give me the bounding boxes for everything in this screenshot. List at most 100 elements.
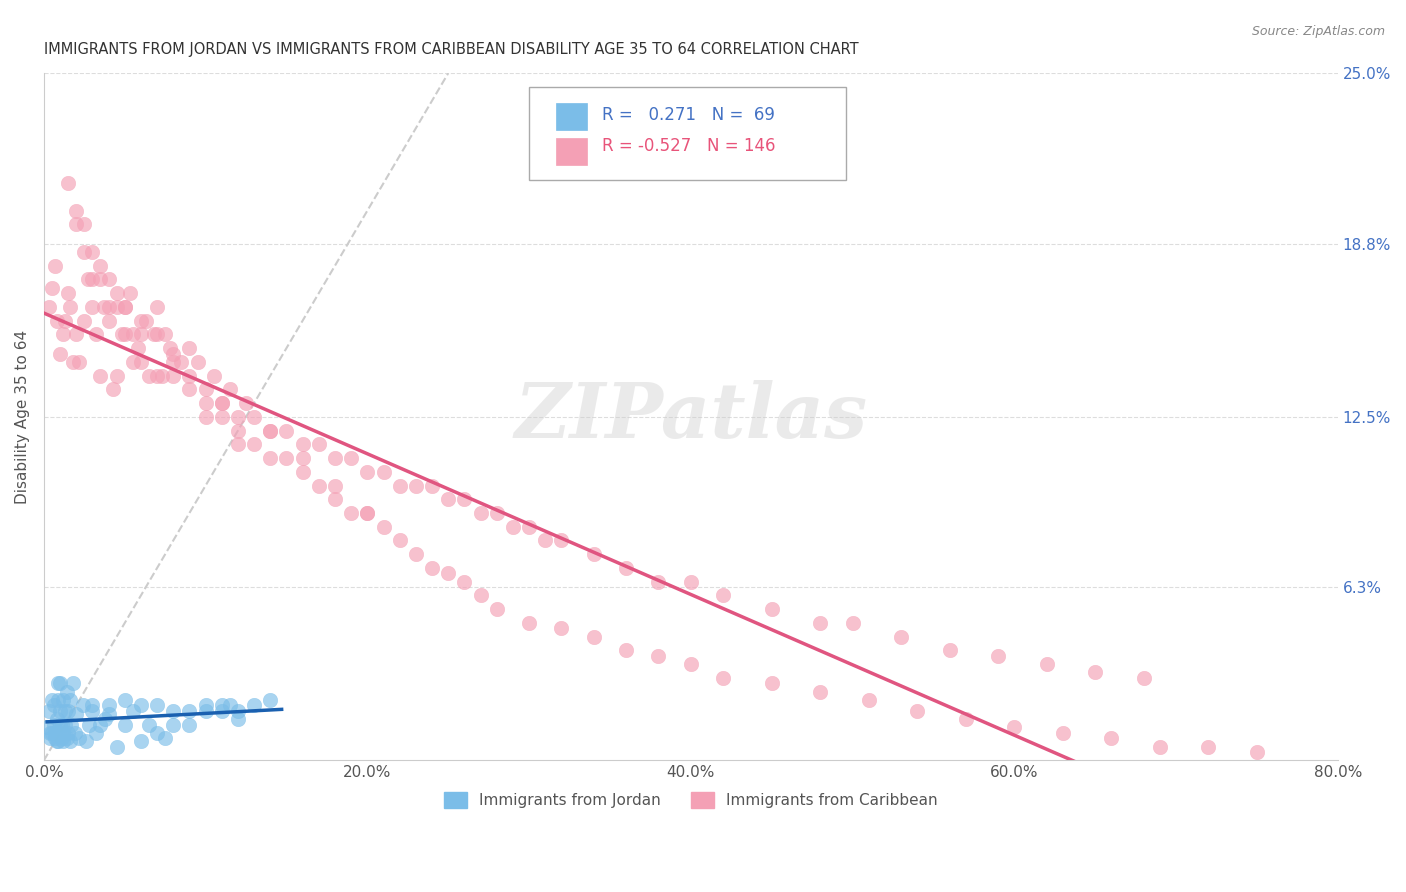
Point — [38, 300, 60, 314]
Point — [955, 712, 977, 726]
Point — [76, 272, 98, 286]
Point — [219, 382, 242, 396]
Point — [44, 726, 66, 740]
Point — [52, 726, 75, 740]
Point — [37, 720, 59, 734]
Point — [105, 739, 128, 754]
Text: Source: ZipAtlas.com: Source: ZipAtlas.com — [1251, 25, 1385, 38]
Point — [49, 346, 72, 360]
Point — [614, 643, 637, 657]
Point — [53, 313, 76, 327]
Point — [63, 726, 86, 740]
Point — [75, 734, 97, 748]
Point — [1052, 726, 1074, 740]
Point — [146, 327, 169, 342]
Point — [51, 717, 73, 731]
Point — [858, 693, 880, 707]
Point — [226, 704, 249, 718]
Point — [53, 704, 76, 718]
Point — [56, 176, 79, 190]
Point — [1132, 671, 1154, 685]
Point — [60, 717, 83, 731]
Point — [259, 693, 281, 707]
Point — [841, 615, 863, 630]
Point — [534, 533, 557, 548]
Point — [114, 300, 136, 314]
Point — [340, 450, 363, 465]
Point — [1084, 665, 1107, 680]
Point — [1099, 731, 1122, 746]
Point — [194, 396, 217, 410]
Point — [45, 313, 67, 327]
Point — [118, 286, 141, 301]
Point — [179, 704, 201, 718]
Point — [48, 734, 70, 748]
Point — [373, 520, 395, 534]
Point — [62, 676, 84, 690]
Point — [129, 734, 152, 748]
Point — [62, 355, 84, 369]
Point — [179, 717, 201, 731]
Point — [39, 731, 62, 746]
Point — [243, 437, 266, 451]
Point — [121, 355, 143, 369]
Point — [1246, 745, 1268, 759]
Point — [56, 286, 79, 301]
Point — [72, 698, 94, 713]
Point — [1149, 739, 1171, 754]
Point — [291, 465, 314, 479]
Point — [679, 574, 702, 589]
Point — [938, 643, 960, 657]
Point — [146, 698, 169, 713]
Point — [59, 300, 82, 314]
Point — [84, 327, 107, 342]
Point — [291, 450, 314, 465]
Point — [405, 478, 427, 492]
Point — [53, 717, 76, 731]
Point — [420, 478, 443, 492]
Point — [82, 698, 104, 713]
Point — [420, 561, 443, 575]
Point — [211, 409, 233, 424]
Point — [453, 574, 475, 589]
Point — [105, 368, 128, 383]
Point — [59, 693, 82, 707]
Point — [153, 731, 176, 746]
Point — [65, 327, 87, 342]
Point — [502, 520, 524, 534]
Point — [103, 382, 125, 396]
Point — [235, 396, 257, 410]
Point — [614, 561, 637, 575]
Point — [97, 698, 120, 713]
Point — [179, 341, 201, 355]
Point — [84, 726, 107, 740]
Point — [42, 717, 65, 731]
Point — [82, 244, 104, 259]
Point — [243, 409, 266, 424]
Point — [48, 693, 70, 707]
Point — [194, 704, 217, 718]
Point — [121, 327, 143, 342]
Point — [82, 704, 104, 718]
Point — [388, 478, 411, 492]
Y-axis label: Disability Age 35 to 64: Disability Age 35 to 64 — [15, 330, 30, 504]
Text: R = -0.527   N = 146: R = -0.527 N = 146 — [602, 137, 775, 155]
Point — [97, 313, 120, 327]
Point — [59, 734, 82, 748]
FancyBboxPatch shape — [529, 87, 846, 179]
Point — [550, 622, 572, 636]
Point — [259, 450, 281, 465]
Point — [711, 589, 734, 603]
Point — [41, 726, 63, 740]
Point — [105, 286, 128, 301]
Point — [437, 566, 460, 581]
Point — [65, 203, 87, 218]
Point — [38, 704, 60, 718]
Point — [39, 726, 62, 740]
Point — [226, 409, 249, 424]
Point — [114, 717, 136, 731]
Point — [356, 506, 378, 520]
Point — [49, 717, 72, 731]
Point — [179, 368, 201, 383]
Point — [323, 492, 346, 507]
